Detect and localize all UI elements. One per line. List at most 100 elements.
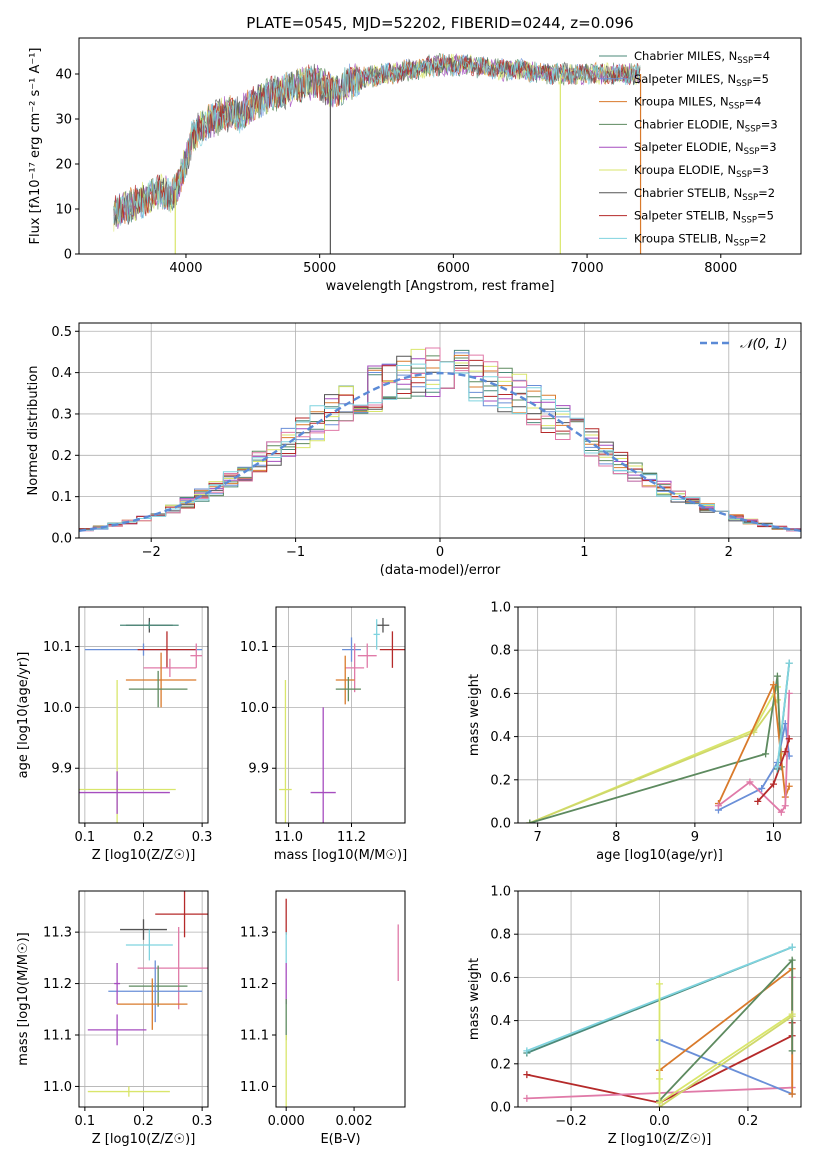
y-tick-label: 10	[55, 203, 72, 218]
x-tick-label: 7	[534, 830, 542, 845]
errorbar-point	[310, 707, 336, 823]
weight-marker	[785, 689, 793, 697]
y-tick-label: 9.9	[51, 762, 72, 777]
x-tick-label: 0.0	[649, 1114, 670, 1129]
errorbar-point	[114, 963, 121, 1005]
x-axis-label: Z [log10(Z/Z☉)]	[92, 848, 196, 863]
errorbar-point	[357, 643, 377, 668]
y-axis-label: mass [log10(M/M☉)]	[16, 932, 31, 1065]
y-tick-label: 0.0	[490, 1101, 511, 1116]
x-axis-label: mass [log10(M/M☉)]	[274, 848, 407, 863]
y-tick-label: 11.0	[240, 1080, 269, 1095]
y-tick-label: 0.6	[490, 687, 511, 702]
axes-frame	[275, 890, 406, 1108]
y-tick-label: 10.1	[240, 640, 269, 655]
weight-marker	[769, 780, 777, 788]
legend: 𝒩(0, 1)	[700, 337, 787, 352]
weight-marker	[777, 808, 785, 816]
y-tick-label: 20	[55, 158, 72, 173]
y-axis-label: mass weight	[467, 958, 482, 1040]
legend-entry: Salpeter ELODIE, NSSP=3	[634, 140, 777, 157]
x-tick-label: 0.1	[75, 1114, 96, 1129]
y-tick-label: 0	[64, 248, 72, 263]
legend-entry: Kroupa MILES, NSSP=4	[634, 95, 761, 112]
legend-entry: Salpeter STELIB, NSSP=5	[634, 209, 774, 226]
weight-marker	[788, 943, 796, 951]
axes-frame	[78, 322, 802, 539]
errorbar-point	[87, 1014, 147, 1046]
weight-marker	[746, 778, 754, 786]
legend-entry: Kroupa ELODIE, NSSP=3	[634, 163, 769, 180]
weight-line	[776, 663, 791, 767]
errorbar-point	[379, 631, 405, 668]
plot-area	[279, 617, 405, 823]
y-tick-label: 9.9	[248, 762, 269, 777]
x-tick-label: 0.000	[268, 1114, 305, 1129]
y-tick-label: 0.8	[490, 928, 511, 943]
plot-area	[523, 943, 796, 1107]
chart-age-vs-mass: 11.0 11.2 9.9 10.0 10.1 mass [log10(M/M☉)]	[240, 606, 407, 863]
legend-entry: Chabrier ELODIE, NSSP=3	[634, 117, 778, 134]
y-tick-label: 11.0	[43, 1080, 72, 1095]
x-tick-label: 11.2	[337, 830, 366, 845]
weight-line	[757, 738, 791, 803]
axes-frame	[275, 606, 406, 824]
x-tick-label: 5000	[303, 261, 336, 276]
y-tick-label: 1.0	[490, 885, 511, 900]
weight-line	[717, 681, 791, 804]
errorbar-point	[87, 1086, 170, 1097]
x-tick-label: 0	[436, 545, 444, 560]
weight-marker	[656, 980, 663, 988]
y-tick-label: 0.4	[490, 730, 511, 745]
x-tick-label: 6000	[437, 261, 470, 276]
y-tick-label: 1.0	[490, 601, 511, 616]
weight-marker	[785, 735, 793, 743]
y-tick-label: 0.6	[490, 971, 511, 986]
x-tick-label: 2	[725, 545, 733, 560]
x-axis-label: Z [log10(Z/Z☉)]	[608, 1132, 712, 1147]
weight-marker	[788, 1090, 796, 1098]
weight-marker	[781, 748, 789, 756]
weight-marker	[714, 802, 722, 810]
legend-entry: Chabrier STELIB, NSSP=2	[634, 186, 775, 203]
axes-frame	[517, 606, 802, 824]
x-axis-label: (data-model)/error	[380, 563, 501, 578]
errorbar-point	[120, 621, 179, 629]
y-tick-label: 30	[55, 113, 72, 128]
spectrum-line	[113, 55, 641, 223]
errorbar-point	[108, 960, 203, 1023]
y-tick-label: 0.2	[490, 773, 511, 788]
x-tick-label: 0.2	[738, 1114, 759, 1129]
gaussian-curve	[79, 371, 801, 532]
x-axis-label: wavelength [Angstrom, rest frame]	[326, 279, 555, 294]
errorbar-point	[125, 929, 173, 961]
weight-marker	[523, 1071, 531, 1079]
x-tick-label: −1	[286, 545, 305, 560]
chart-weight-vs-Z: −0.2 0.0 0.2 0.0 0.2 0.4 0.6 0.8 1.0 Z [log10(Z/Z…	[467, 885, 802, 1147]
y-tick-label: 0.2	[51, 449, 72, 464]
y-tick-label: 11.1	[43, 1029, 72, 1044]
histogram-series	[79, 361, 801, 531]
errorbar-point	[128, 965, 188, 1007]
axes-frame	[78, 890, 209, 1108]
y-tick-label: 0.4	[490, 1014, 511, 1029]
axes-frame	[517, 890, 802, 1108]
errorbar-point	[125, 652, 197, 708]
plot-area	[79, 617, 203, 823]
errorbar-point	[128, 670, 188, 708]
axes-frame	[78, 606, 209, 824]
axes-frame	[78, 37, 802, 255]
y-axis-label: age [log10(age/yr)]	[16, 652, 31, 779]
x-axis-label: Z [log10(Z/Z☉)]	[92, 1132, 196, 1147]
weight-marker	[754, 797, 762, 805]
legend-entry: Chabrier MILES, NSSP=4	[634, 49, 770, 66]
x-tick-label: 4000	[169, 261, 202, 276]
chart-mass-vs-Z: 0.1 0.2 0.3 11.0 11.1 11.2 11.3 Z [log10(Z/Z☉)]…	[16, 890, 212, 1147]
errorbar-point	[120, 919, 167, 940]
weight-marker	[656, 1075, 663, 1083]
weight-marker	[788, 1012, 796, 1020]
errorbar-point	[335, 676, 361, 702]
legend-entry: Kroupa STELIB, NSSP=2	[634, 231, 766, 248]
weight-marker	[526, 819, 534, 823]
chart-title: PLATE=0545, MJD=52202, FIBERID=0244, z=0…	[246, 14, 633, 32]
